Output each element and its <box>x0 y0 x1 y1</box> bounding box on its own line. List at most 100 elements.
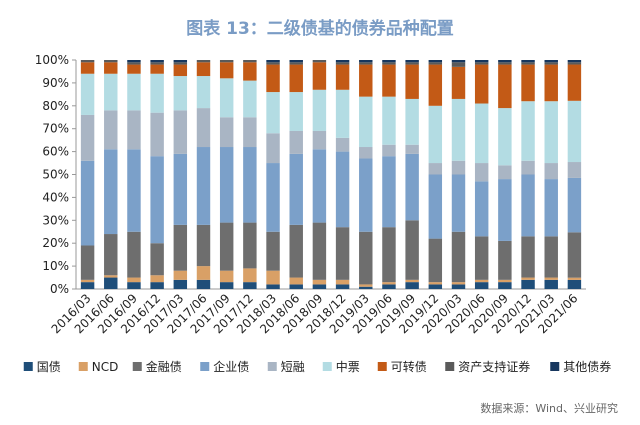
bar-segment <box>382 144 396 157</box>
bar-segment <box>428 284 443 289</box>
bar-segment <box>266 62 280 65</box>
bar-segment <box>498 62 512 65</box>
bar-segment <box>405 279 419 283</box>
bar-segment <box>196 224 211 267</box>
bar-segment <box>405 62 419 65</box>
bar-segment <box>521 101 535 161</box>
bar-segment <box>150 62 164 65</box>
bar-segment <box>567 60 582 63</box>
bar-segment <box>498 282 512 289</box>
bar-segment <box>127 62 141 65</box>
bar-segment <box>567 279 582 289</box>
bar-segment <box>359 284 373 287</box>
y-tick-label: 70% <box>42 122 69 136</box>
bar-segment <box>335 279 350 285</box>
bar-segment <box>312 62 327 90</box>
y-tick-label: 80% <box>42 99 69 113</box>
bar-segment <box>474 282 489 289</box>
bar-segment <box>428 62 443 65</box>
bar-segment <box>127 282 141 289</box>
legend-swatch <box>377 362 387 371</box>
legend-label: 其他债券 <box>563 359 611 374</box>
y-tick-label: 30% <box>42 213 69 227</box>
bar-segment <box>405 144 419 154</box>
bar-segment <box>196 279 211 289</box>
bar-segment <box>150 282 164 289</box>
bar-segment <box>150 60 164 63</box>
y-tick-label: 100% <box>35 53 69 67</box>
bar-segment <box>521 62 535 65</box>
bar-segment <box>104 62 118 74</box>
bar-segment <box>451 282 466 285</box>
legend-label: 中票 <box>336 359 360 374</box>
bar-segment <box>567 62 582 65</box>
legend-label: 可转债 <box>391 359 427 374</box>
bar-segment <box>544 101 558 164</box>
bar-segment <box>289 130 303 154</box>
bar-segment <box>544 163 558 180</box>
bar-segment <box>382 60 396 63</box>
bar-segment <box>405 60 419 63</box>
legend-label: 短融 <box>281 360 305 374</box>
bar-segment <box>266 270 280 285</box>
bar-segment <box>451 231 466 283</box>
bar-segment <box>428 238 443 283</box>
bar-segment <box>428 282 443 285</box>
legend-label: 国债 <box>37 360 61 374</box>
bar-segment <box>219 78 234 118</box>
bar-segment <box>150 64 164 74</box>
bar-segment <box>150 112 164 157</box>
y-tick-label: 40% <box>42 190 69 204</box>
legend-label: NCD <box>92 360 119 374</box>
bar-segment <box>335 151 350 228</box>
legend-label: 金融债 <box>146 359 182 374</box>
bar-segment <box>428 64 443 106</box>
bar-segment <box>567 64 582 101</box>
bar-segment <box>104 275 118 278</box>
source-note: 数据来源：Wind、兴业研究 <box>480 402 618 415</box>
bar-segment <box>335 137 350 152</box>
bar-segment <box>219 147 234 223</box>
bar-segment <box>335 62 350 65</box>
bar-segment <box>567 177 582 233</box>
bar-segment <box>451 284 466 289</box>
bar-segment <box>382 156 396 228</box>
bar-segment <box>266 64 280 93</box>
bar-segment <box>544 64 558 102</box>
bar-segment <box>405 98 419 145</box>
bar-segment <box>521 64 535 102</box>
bar-segment <box>359 286 373 289</box>
bar-segment <box>312 222 327 280</box>
bar-segment <box>335 89 350 138</box>
legend-swatch <box>445 362 455 371</box>
bar-segment <box>104 73 118 111</box>
bar-segment <box>289 277 303 285</box>
bar-segment <box>405 153 419 221</box>
bar-segment <box>498 64 512 109</box>
bar-segment <box>173 60 188 63</box>
bar-segment <box>104 234 118 276</box>
bar-segment <box>312 279 327 285</box>
bar-segment <box>80 62 95 74</box>
bar-segment <box>196 147 211 225</box>
bar-segment <box>335 227 350 280</box>
bar-segment <box>243 147 257 223</box>
bar-segment <box>451 160 466 175</box>
bar-segment <box>359 64 373 97</box>
bar-segment <box>474 279 489 283</box>
bar-segment <box>150 156 164 244</box>
bar-segment <box>498 279 512 283</box>
bar-segment <box>428 174 443 239</box>
bar-segment <box>173 224 188 271</box>
bar-segment <box>219 117 234 148</box>
bar-segment <box>359 60 373 63</box>
bar-segment <box>104 60 118 63</box>
bar-segment <box>127 60 141 63</box>
bar-segment <box>521 279 535 289</box>
bar-segment <box>196 60 211 63</box>
bar-segment <box>243 80 257 118</box>
bar-segment <box>335 60 350 63</box>
bar-segment <box>289 92 303 131</box>
bar-segment <box>544 279 558 289</box>
bar-segment <box>266 60 280 63</box>
